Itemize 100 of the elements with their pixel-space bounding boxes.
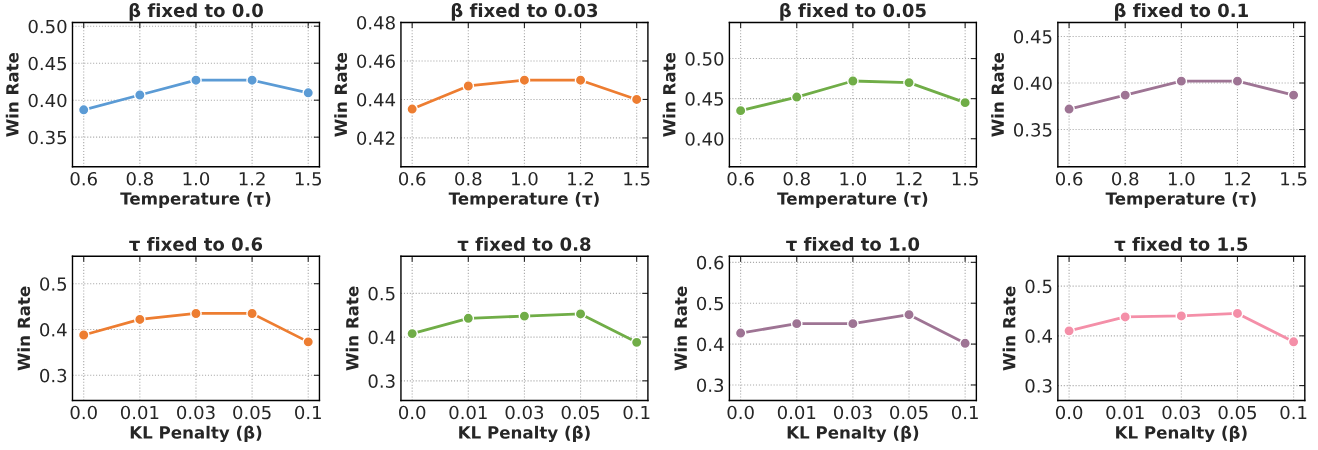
point — [133, 89, 146, 101]
point — [847, 317, 859, 330]
x-axis-title: Temperature (τ) — [1105, 191, 1256, 209]
y-tick-label: 0.50 — [28, 19, 67, 34]
x-tick-label: 1.2 — [239, 171, 265, 186]
point — [790, 91, 803, 103]
y-tick-label: 0.3 — [368, 374, 395, 388]
y-axis-title: Win Rate — [17, 286, 31, 371]
x-tick-label: 0.1 — [951, 405, 978, 420]
y-tick-label: 0.44 — [357, 92, 396, 107]
y-tick-label: 0.5 — [40, 277, 67, 291]
point — [1119, 311, 1132, 323]
y-tick-label: 0.45 — [685, 92, 723, 106]
point — [847, 75, 859, 87]
y-tick-label: 0.45 — [28, 56, 67, 71]
point — [1175, 310, 1188, 322]
point — [518, 74, 531, 87]
x-tick-label: 0.1 — [1280, 405, 1307, 420]
point — [1119, 89, 1132, 101]
point — [1231, 75, 1244, 87]
chart-title: τ fixed to 1.0 — [786, 236, 920, 252]
y-axis-title: Win Rate — [5, 52, 19, 137]
y-tick-label: 0.40 — [28, 93, 67, 108]
x-tick-label: 1.0 — [1168, 171, 1195, 186]
x-tick-label: 0.01 — [777, 405, 816, 420]
x-tick-label: 0.05 — [233, 405, 271, 420]
point — [790, 317, 803, 330]
x-tick-label: 0.03 — [177, 405, 215, 420]
x-tick-label: 0.03 — [505, 405, 544, 420]
x-tick-label: 0.05 — [890, 405, 928, 420]
point — [518, 310, 531, 322]
y-tick-label: 0.3 — [697, 378, 724, 393]
y-tick-label: 0.5 — [368, 286, 395, 301]
chart-title: β fixed to 0.03 — [451, 2, 598, 21]
y-tick-label: 0.6 — [697, 255, 724, 270]
point — [959, 337, 971, 350]
y-tick-label: 0.3 — [1025, 379, 1052, 393]
x-tick-label: 0.03 — [833, 405, 872, 420]
x-tick-label: 0.6 — [399, 171, 426, 186]
y-axis-title: Win Rate — [662, 52, 676, 137]
x-axis-title: Temperature (τ) — [448, 191, 599, 209]
chart-title: τ fixed to 1.5 — [1114, 236, 1248, 252]
y-tick-label: 0.4 — [40, 322, 67, 337]
x-tick-label: 0.01 — [120, 405, 159, 420]
chart-title: τ fixed to 0.8 — [457, 236, 591, 252]
y-axis-title: Win Rate — [334, 52, 348, 137]
point — [630, 93, 643, 106]
y-tick-label: 0.50 — [685, 52, 724, 66]
x-tick-label: 1.2 — [568, 171, 594, 186]
x-tick-label: 1.5 — [624, 172, 650, 186]
x-tick-label: 0.01 — [1106, 405, 1144, 420]
x-axis-title: KL Penalty (β) — [1116, 425, 1247, 443]
y-tick-label: 0.42 — [357, 131, 395, 146]
x-tick-label: 1.0 — [183, 171, 210, 186]
point — [1063, 103, 1075, 115]
x-tick-label: 0.8 — [126, 171, 153, 186]
y-tick-label: 0.35 — [1013, 123, 1052, 137]
point — [462, 312, 475, 325]
x-tick-label: 1.2 — [1225, 171, 1251, 186]
point — [903, 308, 915, 321]
y-tick-label: 0.4 — [697, 337, 724, 352]
point — [1175, 75, 1188, 87]
x-tick-label: 1.5 — [952, 172, 978, 186]
point — [630, 336, 643, 349]
point — [406, 327, 419, 340]
y-tick-label: 0.5 — [1025, 279, 1052, 294]
y-tick-label: 0.4 — [368, 330, 396, 345]
x-tick-label: 0.0 — [399, 405, 426, 420]
x-tick-label: 0.6 — [1055, 171, 1083, 186]
x-tick-label: 1.5 — [1281, 172, 1307, 186]
point — [574, 308, 587, 320]
y-tick-label: 0.40 — [685, 132, 724, 146]
x-tick-label: 1.0 — [512, 171, 538, 186]
x-tick-label: 0.8 — [455, 171, 482, 186]
point — [406, 103, 419, 115]
x-tick-label: 0.8 — [1112, 171, 1139, 186]
point — [462, 80, 475, 92]
point — [903, 76, 915, 89]
x-tick-label: 0.0 — [1055, 405, 1083, 420]
point — [1063, 325, 1075, 337]
point — [574, 74, 587, 87]
chart-title: τ fixed to 0.6 — [129, 236, 263, 252]
x-tick-label: 0.8 — [783, 171, 810, 186]
chart-title: β fixed to 0.05 — [780, 2, 926, 21]
x-tick-label: 0.6 — [70, 171, 97, 186]
x-tick-label: 1.5 — [295, 172, 322, 186]
x-tick-label: 0.1 — [295, 405, 321, 420]
y-tick-label: 0.40 — [1013, 76, 1052, 91]
y-axis-title: Win Rate — [991, 52, 1005, 137]
y-tick-label: 0.4 — [1025, 329, 1052, 343]
y-tick-label: 0.3 — [40, 368, 67, 383]
x-tick-label: 0.6 — [727, 171, 754, 186]
y-tick-label: 0.35 — [28, 130, 67, 145]
x-axis-title: KL Penalty (β) — [130, 425, 262, 443]
x-tick-label: 0.01 — [449, 405, 487, 420]
x-tick-label: 0.0 — [727, 405, 754, 420]
x-tick-label: 0.05 — [1218, 405, 1256, 420]
x-axis-title: KL Penalty (β) — [459, 425, 590, 443]
point — [77, 329, 90, 341]
y-tick-label: 0.5 — [697, 296, 723, 311]
